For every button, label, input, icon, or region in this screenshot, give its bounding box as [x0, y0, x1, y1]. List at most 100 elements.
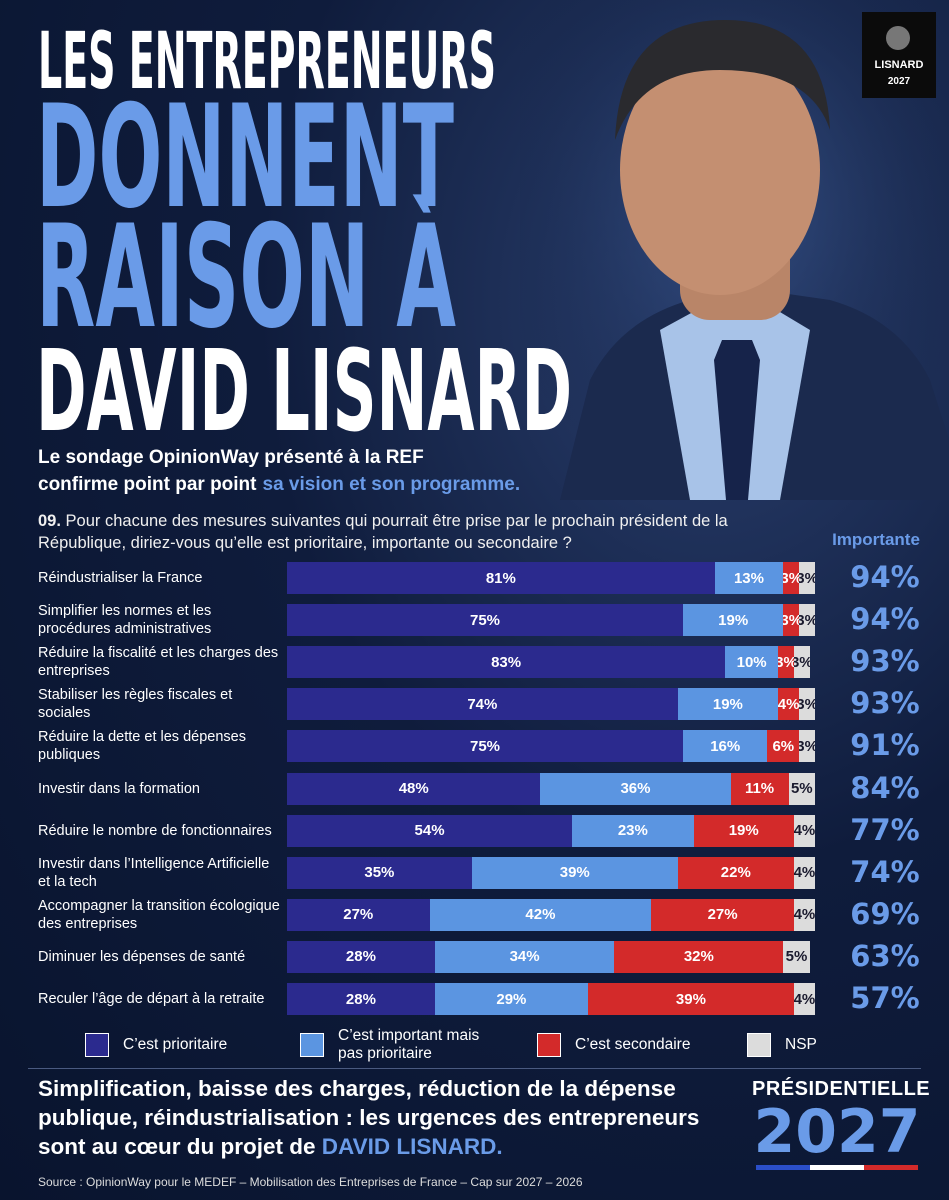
importante-value: 94%: [850, 602, 920, 637]
category-label: Diminuer les dépenses de santé: [38, 948, 246, 965]
bar-segment: 3%: [783, 562, 800, 594]
bar-label: 54%: [414, 822, 445, 840]
legend-item: C’est prioritaire: [85, 1027, 255, 1063]
bar-label: 19%: [728, 822, 759, 840]
question-text: Pour chacune des mesures suivantes qui p…: [38, 512, 728, 552]
bar-label: 27%: [707, 906, 738, 924]
category-label: Reculer l’âge de départ à la retraite: [38, 991, 265, 1007]
importante-value: 93%: [850, 686, 920, 721]
bar-segment: 19%: [677, 688, 779, 721]
importante-value: 69%: [850, 896, 920, 931]
importante-value: 94%: [850, 560, 920, 594]
question-number: 09.: [38, 512, 61, 530]
logo-name: LISNARD: [875, 59, 924, 71]
footer-body: Simplification, baisse des charges, rédu…: [38, 1076, 700, 1159]
bar-label: 3%: [799, 569, 815, 587]
bar-segment: 10%: [725, 646, 779, 679]
bar-segment: 3%: [778, 646, 794, 679]
bar-label: 28%: [345, 990, 376, 1008]
title-line: RAISON À: [36, 193, 456, 360]
bar-label: 13%: [733, 569, 764, 587]
category-label: Investir dans la formation: [38, 780, 200, 797]
bar-label: 32%: [683, 948, 714, 966]
category-label: Réindustrialiser la France: [38, 570, 203, 586]
bar-segment: 4%: [778, 688, 800, 721]
bar-label: 74%: [467, 695, 498, 713]
importante-value: 91%: [850, 728, 920, 763]
bar-label: 4%: [793, 906, 815, 924]
bar-segment: 81%: [287, 562, 715, 594]
bar-label: 27%: [343, 906, 374, 924]
bar-label: 11%: [744, 780, 775, 797]
bar-label: 39%: [675, 990, 706, 1008]
bar-segment: 4%: [793, 898, 815, 931]
legend-swatch: [300, 1033, 324, 1057]
bar-segment: 5%: [788, 772, 815, 805]
bar-segment: 39%: [587, 983, 794, 1015]
separator: [28, 1068, 921, 1069]
bar-label: 3%: [799, 695, 815, 713]
bar-label: 75%: [469, 737, 501, 755]
bar-label: 81%: [485, 569, 516, 587]
bar-label: 48%: [398, 780, 429, 797]
subtitle-highlight: sa vision et son programme.: [263, 474, 521, 495]
category-label: Investir dans l’Intelligence Artificiell…: [38, 855, 270, 890]
bar-label: 36%: [620, 780, 651, 797]
bar-label: 4%: [778, 695, 800, 713]
bar-label: 34%: [509, 948, 540, 966]
bar-segment: 32%: [614, 940, 784, 973]
bar-label: 3%: [783, 569, 799, 587]
bar-segment: 28%: [287, 940, 435, 973]
bar-segment: 35%: [287, 856, 472, 889]
bar-segment: 6%: [767, 730, 800, 763]
logo-portrait: [886, 26, 910, 50]
bar-segment: 83%: [287, 646, 726, 679]
bar-segment: 34%: [434, 940, 615, 973]
source: Source : OpinionWay pour le MEDEF – Mobi…: [38, 1175, 583, 1189]
bar-segment: 75%: [287, 730, 683, 763]
title-line: DAVID LISNARD: [36, 327, 572, 457]
importante-value: 57%: [850, 981, 920, 1015]
bar-segment: 4%: [793, 814, 815, 847]
bar-label: 4%: [793, 990, 815, 1008]
title-line: DONNENT: [36, 75, 454, 240]
bar-segment: 13%: [714, 562, 784, 594]
photo-face: [620, 45, 820, 295]
bar-segment: 4%: [793, 983, 815, 1015]
bar-segment: 29%: [434, 983, 588, 1015]
bar-label: 28%: [345, 948, 376, 966]
badge-year: 2027: [753, 1097, 921, 1167]
footer-text: Simplification, baisse des charges, rédu…: [38, 1074, 728, 1161]
bar-segment: 27%: [287, 898, 430, 931]
bar-label: 23%: [617, 822, 648, 840]
importante-value: 63%: [850, 938, 920, 973]
footer-highlight: DAVID LISNARD.: [321, 1134, 503, 1159]
bar-segment: 48%: [287, 772, 541, 805]
bar-segment: 3%: [799, 562, 815, 594]
bar-label: 3%: [793, 653, 810, 671]
importante-value: 84%: [850, 770, 920, 805]
category-label: Réduire la dette et les dépenses publiqu…: [38, 729, 246, 764]
title-line: LES ENTREPRENEURS: [38, 17, 496, 107]
bar-label: 5%: [790, 780, 813, 797]
bar-segment: 3%: [799, 604, 815, 637]
bar-label: 3%: [799, 737, 815, 755]
subtitle: Le sondage OpinionWay présenté à la REF: [38, 447, 424, 468]
bar-label: 29%: [496, 990, 527, 1008]
importante-header: Importante: [832, 530, 920, 549]
legend-item: C’est secondaire: [537, 1027, 707, 1063]
bar-segment: 5%: [783, 940, 810, 973]
subtitle-text: confirme point par point: [38, 474, 257, 495]
question: 09. Pour chacune des mesures suivantes q…: [38, 510, 798, 554]
importante-value: 77%: [850, 812, 920, 847]
bar-segment: 11%: [730, 772, 789, 805]
bar-segment: 54%: [287, 814, 573, 847]
bar-segment: 39%: [471, 856, 678, 889]
bar-segment: 3%: [793, 646, 810, 679]
bar-segment: 3%: [783, 604, 800, 637]
logo-year: 2027: [888, 76, 911, 87]
bar-label: 3%: [783, 611, 799, 629]
bar-label: 19%: [718, 611, 749, 629]
category-label: Réduire le nombre de fonctionnaires: [38, 822, 272, 839]
